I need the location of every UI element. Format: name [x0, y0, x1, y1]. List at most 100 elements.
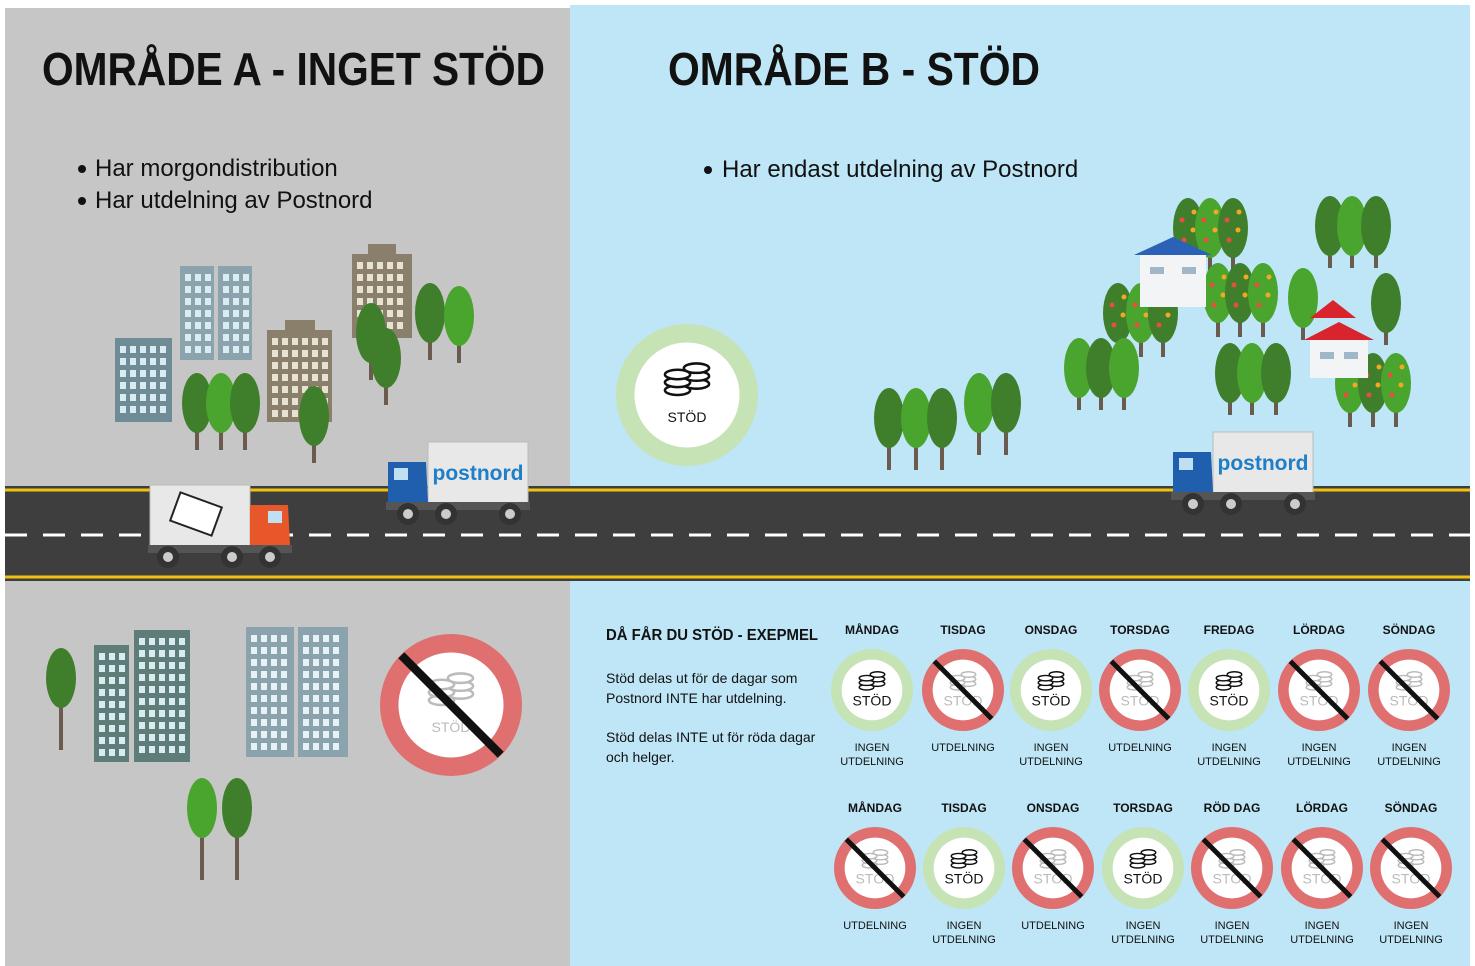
window — [99, 749, 105, 756]
day-caption: INGEN — [1305, 920, 1340, 932]
window — [1182, 267, 1196, 274]
window — [261, 647, 267, 654]
window — [205, 334, 211, 341]
coin — [1051, 850, 1066, 855]
window — [139, 662, 145, 669]
tree-crown — [1288, 268, 1318, 328]
fruit — [1210, 283, 1215, 288]
window — [333, 719, 339, 726]
day-label: MÅNDAG — [848, 800, 902, 815]
coin — [1407, 672, 1422, 677]
window — [109, 701, 115, 708]
window — [119, 653, 125, 660]
day-caption: UTDELNING — [1290, 934, 1354, 946]
window — [397, 274, 403, 281]
hub — [1188, 499, 1198, 509]
window — [195, 334, 201, 341]
window — [169, 650, 175, 657]
window — [130, 406, 136, 413]
window — [313, 647, 319, 654]
tree-crown — [222, 778, 252, 838]
hub — [1226, 499, 1236, 509]
window — [323, 671, 329, 678]
coin — [1227, 672, 1242, 677]
tree-crown — [927, 388, 957, 448]
window — [130, 382, 136, 389]
no-support-badge: STÖD — [1368, 649, 1450, 731]
window — [160, 394, 166, 401]
fruit — [1157, 323, 1162, 328]
window — [195, 274, 201, 281]
window — [99, 665, 105, 672]
window — [312, 362, 318, 369]
day-caption: UTDELNING — [1287, 756, 1351, 768]
window — [185, 346, 191, 353]
window — [130, 394, 136, 401]
badge-label: STÖD — [1032, 692, 1071, 709]
tree-crown — [1261, 343, 1291, 403]
window — [303, 635, 309, 642]
fruit — [1377, 365, 1382, 370]
window — [223, 310, 229, 317]
fruit — [1376, 383, 1381, 388]
window — [195, 346, 201, 353]
window — [205, 286, 211, 293]
window — [109, 689, 115, 696]
tree-crown — [46, 648, 76, 708]
window — [292, 362, 298, 369]
window — [292, 338, 298, 345]
window — [109, 737, 115, 744]
fruit — [1227, 238, 1232, 243]
day-label: TISDAG — [941, 801, 986, 815]
window — [160, 406, 166, 413]
window — [303, 707, 309, 714]
window — [185, 274, 191, 281]
window — [140, 406, 146, 413]
window — [367, 274, 373, 281]
tree-crown — [1218, 198, 1248, 258]
example-text: Stöd delas INTE ut för röda dagar — [606, 729, 816, 745]
window — [149, 710, 155, 717]
day-caption: UTDELNING — [1111, 934, 1175, 946]
fruit — [1192, 210, 1197, 215]
fruit — [1121, 313, 1126, 318]
roof — [285, 320, 315, 332]
tree-crown — [991, 373, 1021, 433]
example-text: Stöd delas ut för de dagar som — [606, 670, 797, 686]
window — [130, 346, 136, 353]
fruit — [1234, 303, 1239, 308]
area-a-title: OMRÅDE A - INGET STÖD — [42, 43, 545, 95]
day-caption: INGEN — [1126, 920, 1161, 932]
window — [139, 698, 145, 705]
window — [323, 647, 329, 654]
no-support-badge: STÖD — [834, 827, 916, 909]
window — [233, 298, 239, 305]
no-support-badge: STÖD — [1370, 827, 1452, 909]
window — [397, 298, 403, 305]
day-caption: INGEN — [947, 920, 982, 932]
window — [233, 346, 239, 353]
window — [159, 698, 165, 705]
coin — [961, 672, 976, 677]
window — [251, 731, 257, 738]
window — [159, 662, 165, 669]
hub — [265, 552, 275, 562]
no-support-badge: STÖD — [1099, 649, 1181, 731]
day-label: TORSDAG — [1113, 801, 1173, 815]
window — [312, 350, 318, 357]
coin — [1049, 672, 1064, 677]
window — [303, 671, 309, 678]
window — [109, 713, 115, 720]
window — [367, 262, 373, 269]
tree-crown — [1361, 196, 1391, 256]
window — [357, 298, 363, 305]
window — [271, 683, 277, 690]
window — [261, 731, 267, 738]
day-caption: UTDELNING — [1021, 920, 1085, 932]
window — [179, 710, 185, 717]
window — [272, 398, 278, 405]
tree-crown — [1248, 263, 1278, 323]
window — [387, 310, 393, 317]
window — [377, 298, 383, 305]
bullet-dot — [78, 165, 86, 173]
